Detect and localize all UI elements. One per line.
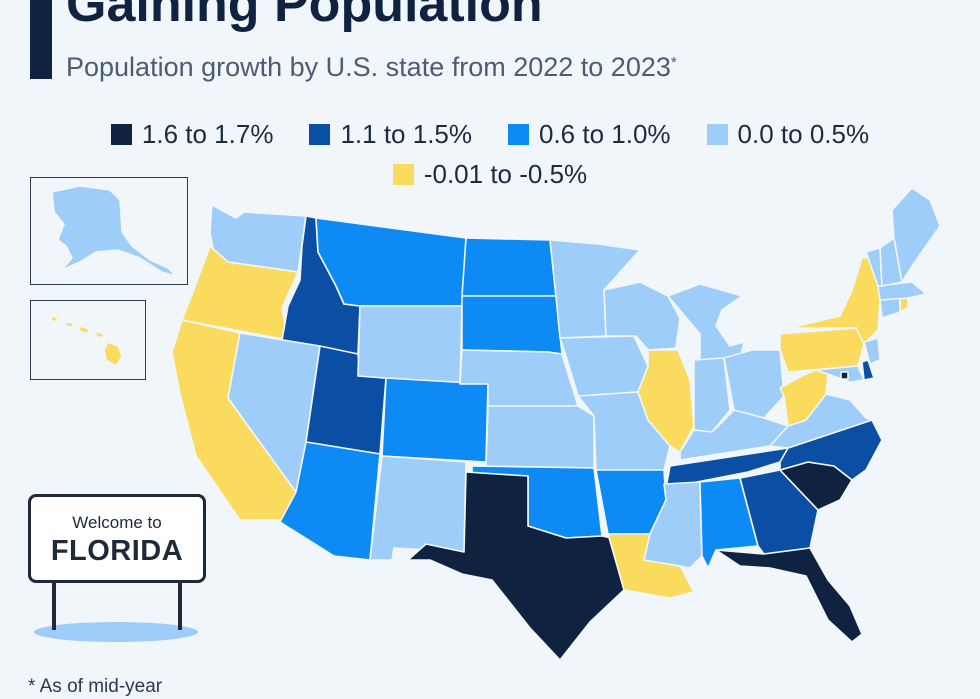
legend-item-5: -0.01 to -0.5% — [392, 158, 588, 190]
state-maine — [891, 187, 941, 283]
state-wisconsin — [603, 281, 681, 351]
state-indiana — [693, 357, 731, 433]
state-west-virginia — [779, 369, 829, 427]
state-kentucky — [679, 409, 789, 461]
state-alaska — [51, 185, 177, 277]
welcome-sign: Welcome to FLORIDA — [28, 494, 206, 583]
legend-item-4: 0.0 to 0.5% — [706, 118, 870, 150]
legend-row-1: 1.6 to 1.7% 1.1 to 1.5% 0.6 to 1.0% 0.0 … — [0, 114, 980, 154]
legend-swatch-2 — [309, 123, 331, 145]
sign-line-2: FLORIDA — [50, 535, 184, 567]
state-connecticut — [879, 297, 901, 319]
state-pennsylvania — [779, 327, 865, 373]
state-montana — [315, 217, 467, 307]
legend-swatch-4 — [706, 123, 728, 145]
state-new-jersey — [863, 337, 881, 365]
subtitle-text: Population growth by U.S. state from 202… — [66, 52, 671, 82]
state-rhode-island — [899, 297, 909, 313]
state-north-dakota — [461, 237, 557, 297]
legend-swatch-3 — [508, 123, 529, 145]
legend-label-1: 1.6 to 1.7% — [141, 118, 274, 149]
state-arizona — [279, 441, 381, 561]
legend-item-3: 0.6 to 1.0% — [508, 119, 671, 150]
state-illinois — [637, 349, 695, 453]
legend-label-4: 0.0 to 0.5% — [737, 118, 870, 149]
hawaii-inset — [30, 300, 146, 380]
sign-post-right — [178, 582, 182, 630]
state-delaware — [861, 359, 875, 381]
state-colorado — [381, 377, 489, 463]
legend-swatch-1 — [110, 123, 132, 145]
state-dc — [840, 371, 849, 380]
legend-label-5: -0.01 to -0.5% — [423, 158, 588, 189]
legend-item-1: 1.6 to 1.7% — [110, 118, 274, 150]
state-michigan — [667, 283, 745, 371]
footnote: * As of mid-year — [28, 676, 163, 697]
state-hawaii — [50, 315, 123, 367]
legend-swatch-5 — [392, 163, 414, 185]
legend: 1.6 to 1.7% 1.1 to 1.5% 0.6 to 1.0% 0.0 … — [0, 114, 980, 194]
state-new-mexico — [369, 455, 467, 561]
subtitle-footnote-marker: * — [670, 54, 677, 71]
sign-line-1: Welcome to — [72, 513, 162, 532]
state-iowa — [559, 335, 649, 397]
title-accent-bar — [30, 0, 52, 79]
legend-item-2: 1.1 to 1.5% — [309, 119, 472, 150]
page-title: Gaining Population — [66, 0, 543, 33]
legend-label-2: 1.1 to 1.5% — [340, 118, 472, 149]
sign-shadow — [34, 622, 198, 642]
state-wyoming — [357, 305, 463, 385]
legend-label-3: 0.6 to 1.0% — [539, 118, 671, 149]
state-florida — [715, 547, 863, 643]
subtitle: Population growth by U.S. state from 202… — [66, 52, 677, 83]
legend-row-2: -0.01 to -0.5% — [0, 154, 980, 194]
state-ohio — [723, 349, 785, 419]
state-texas — [407, 471, 625, 661]
state-kansas — [485, 405, 595, 469]
state-north-carolina — [779, 419, 883, 481]
state-south-dakota — [461, 295, 563, 355]
sign-post-left — [52, 582, 56, 630]
state-maryland — [815, 365, 865, 383]
state-massachusetts — [877, 281, 927, 301]
